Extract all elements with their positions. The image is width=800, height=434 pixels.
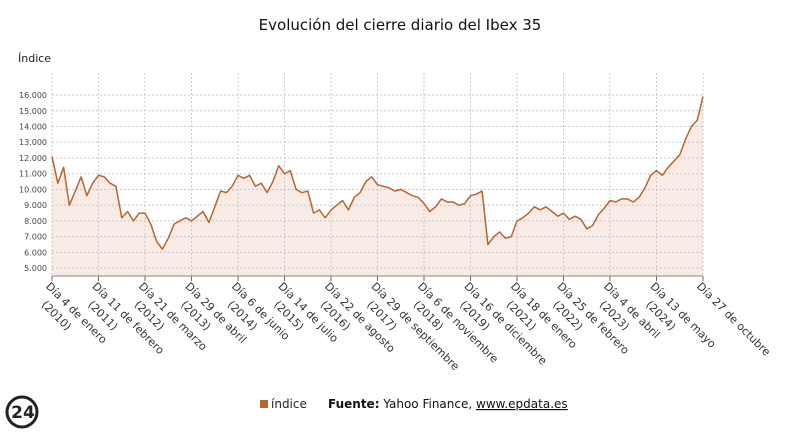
y-tick-label: 6.000 bbox=[24, 248, 47, 257]
y-tick-label: 13.000 bbox=[19, 138, 47, 147]
y-tick-label: 12.000 bbox=[19, 154, 47, 163]
y-tick-label: 10.000 bbox=[19, 185, 47, 194]
y-tick-label: 8.000 bbox=[24, 217, 47, 226]
line bbox=[51, 96, 704, 250]
source-link[interactable]: www.epdata.es bbox=[476, 397, 568, 411]
logo-text: 24 bbox=[11, 403, 35, 423]
y-tick-label: 14.000 bbox=[19, 123, 47, 132]
legend-swatch bbox=[260, 400, 268, 408]
x-tick-date: Día 29 de septiembre bbox=[369, 280, 462, 373]
legend-label: índice bbox=[271, 397, 307, 411]
source-label: Fuente: bbox=[328, 397, 380, 411]
y-tick-label: 5.000 bbox=[24, 264, 47, 273]
chart-title: Evolución del cierre diario del Ibex 35 bbox=[259, 16, 542, 34]
y-tick-label: 9.000 bbox=[24, 201, 47, 210]
y-tick-label: 16.000 bbox=[19, 91, 47, 100]
y-tick-label: 11.000 bbox=[19, 170, 47, 179]
y-tick-label: 15.000 bbox=[19, 107, 47, 116]
source: Fuente: Yahoo Finance, www.epdata.es bbox=[328, 397, 568, 411]
logo: 24 bbox=[5, 395, 39, 429]
y-axis-label: Índice bbox=[18, 52, 51, 65]
source-text: Yahoo Finance, bbox=[382, 397, 472, 411]
y-tick-label: 7.000 bbox=[24, 233, 47, 242]
logo-ring bbox=[5, 395, 39, 429]
